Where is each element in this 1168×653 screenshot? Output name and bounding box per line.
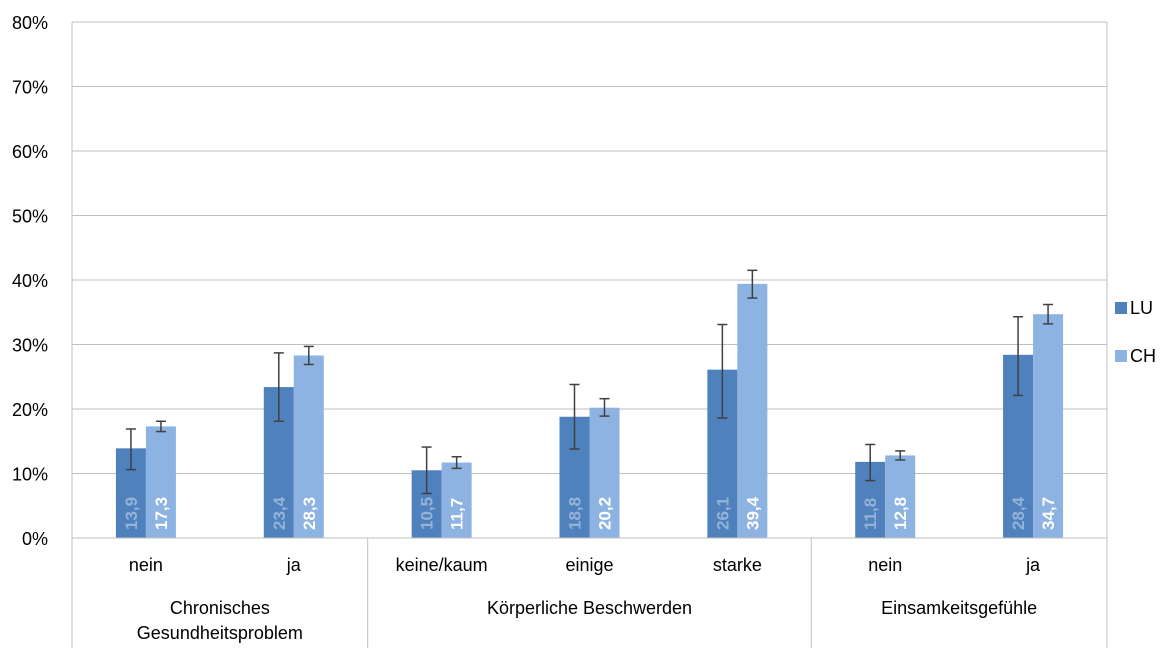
data-label-ch: 28,3: [300, 497, 319, 530]
legend-label-lu: LU: [1130, 298, 1153, 318]
data-label-lu: 28,4: [1009, 496, 1028, 530]
x-group-label: Chronisches: [170, 598, 270, 618]
y-tick-label: 30%: [12, 336, 48, 356]
data-label-ch: 39,4: [743, 496, 762, 530]
y-tick-label: 60%: [12, 142, 48, 162]
data-label-ch: 12,8: [891, 497, 910, 530]
y-tick-label: 20%: [12, 400, 48, 420]
data-label-ch: 34,7: [1039, 497, 1058, 530]
y-tick-label: 0%: [22, 529, 48, 549]
y-tick-label: 50%: [12, 207, 48, 227]
bar-ch: [589, 407, 620, 538]
x-category-label: einige: [565, 555, 613, 575]
x-category-label: nein: [129, 555, 163, 575]
x-group-label: Einsamkeitsgefühle: [881, 598, 1037, 618]
gridlines: [71, 21, 1108, 539]
bar-ch: [293, 355, 324, 538]
x-category-label: ja: [1025, 555, 1041, 575]
bar-ch: [441, 462, 472, 538]
data-label-ch: 20,2: [596, 497, 615, 530]
error-bars: [125, 269, 1054, 495]
data-label-ch: 11,7: [448, 498, 467, 530]
bar-ch: [885, 455, 916, 538]
bar-ch: [145, 426, 176, 538]
y-tick-label: 70%: [12, 78, 48, 98]
legend-label-ch: CH: [1130, 346, 1156, 366]
x-group-label: Körperliche Beschwerden: [487, 598, 692, 618]
legend-swatch-lu: [1115, 302, 1127, 314]
y-tick-label: 10%: [12, 465, 48, 485]
y-tick-label: 80%: [12, 13, 48, 33]
legend-swatch-ch: [1115, 350, 1127, 362]
data-label-lu: 13,9: [122, 497, 141, 530]
bar-ch: [1033, 314, 1064, 538]
x-category-label: keine/kaum: [396, 555, 488, 575]
bar-ch: [737, 283, 768, 538]
legend: LU CH: [1115, 298, 1156, 366]
x-axis: nein ja keine/kaum einige starke nein ja Chroni…: [71, 537, 1108, 648]
data-label-lu: 23,4: [270, 496, 289, 530]
bars: [115, 283, 1064, 538]
data-label-lu: 18,8: [566, 497, 585, 530]
data-label-lu: 26,1: [713, 497, 732, 530]
x-category-label: starke: [713, 555, 762, 575]
data-label-lu: 11,8: [861, 498, 880, 530]
y-axis-tick-labels: 0% 10% 20% 30% 40% 50% 60% 70% 80%: [12, 13, 48, 549]
y-tick-label: 40%: [12, 271, 48, 291]
x-category-label: nein: [868, 555, 902, 575]
data-label-ch: 17,3: [152, 497, 171, 530]
data-label-lu: 10,5: [418, 497, 437, 530]
x-category-label: ja: [286, 555, 302, 575]
data-labels: 13,9 23,4 10,5 18,8 26,1 11,8 28,4 17,3 28,3 11,7…: [122, 496, 1058, 530]
x-group-label: Gesundheitsproblem: [137, 623, 303, 643]
